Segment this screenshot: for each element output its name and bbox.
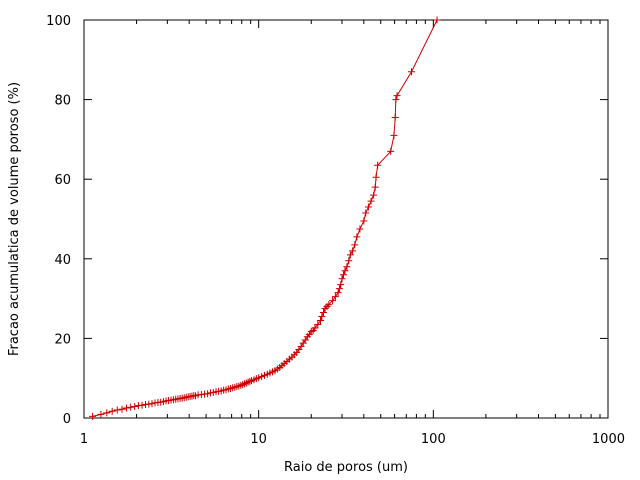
data-point xyxy=(340,271,348,279)
data-point xyxy=(138,401,146,409)
y-tick-label: 40 xyxy=(54,253,71,268)
series-line xyxy=(92,19,438,417)
data-point xyxy=(242,379,250,387)
data-point xyxy=(345,257,353,265)
data-point xyxy=(148,400,156,408)
data-point xyxy=(393,92,401,100)
data-point xyxy=(408,68,416,76)
data-point xyxy=(364,203,372,211)
data-point xyxy=(370,191,378,199)
data-point xyxy=(258,373,266,381)
data-point xyxy=(255,374,263,382)
axis-ticks xyxy=(83,19,609,419)
data-point xyxy=(244,378,252,386)
data-point xyxy=(334,289,342,297)
y-tick-label: 60 xyxy=(54,173,71,188)
data-point xyxy=(331,293,339,301)
data-point xyxy=(204,390,212,398)
y-tick-label: 100 xyxy=(46,14,71,29)
data-point xyxy=(433,16,441,24)
data-point xyxy=(367,197,375,205)
data-point xyxy=(335,285,343,293)
data-point xyxy=(391,114,399,122)
data-point xyxy=(97,410,105,418)
plot-frame xyxy=(83,19,609,419)
data-point xyxy=(314,320,322,328)
data-point xyxy=(353,233,361,241)
data-point xyxy=(311,324,319,332)
data-point xyxy=(343,263,351,271)
y-tick-label: 80 xyxy=(54,94,71,109)
data-point xyxy=(122,404,130,412)
data-point xyxy=(241,380,249,388)
data-point xyxy=(317,316,325,324)
data-point xyxy=(103,409,111,417)
data-point xyxy=(118,405,126,413)
data-point xyxy=(113,406,121,414)
x-tick-label: 1 xyxy=(80,432,88,447)
x-tick-label: 1000 xyxy=(592,432,625,447)
data-point xyxy=(341,267,349,275)
data-point xyxy=(387,147,395,155)
data-point xyxy=(319,309,327,317)
data-point xyxy=(390,131,398,139)
x-tick-label: 100 xyxy=(421,432,446,447)
data-point xyxy=(325,301,333,309)
x-axis-label: Raio de poros (um) xyxy=(284,460,408,475)
data-point xyxy=(338,275,346,283)
y-tick-label: 0 xyxy=(63,412,71,427)
tick-labels: 0 20 40 60 80 100 1 10 100 1000 xyxy=(46,14,625,447)
x-tick-label: 10 xyxy=(250,432,267,447)
data-point xyxy=(318,313,326,321)
data-point xyxy=(371,183,379,191)
data-point xyxy=(349,247,357,255)
data-point xyxy=(372,173,380,181)
data-point xyxy=(346,251,354,259)
data-point xyxy=(351,241,359,249)
data-point xyxy=(356,225,364,233)
y-tick-label: 20 xyxy=(54,332,71,347)
data-point xyxy=(89,412,97,420)
data-point xyxy=(392,96,400,104)
data-point xyxy=(108,407,116,415)
data-point xyxy=(362,209,370,217)
data-point xyxy=(360,217,368,225)
data-point xyxy=(329,297,337,305)
data-point xyxy=(131,402,139,410)
y-axis-label: Fracao acumulatica de volume poroso (%) xyxy=(7,82,22,356)
series-group xyxy=(89,16,441,420)
data-point xyxy=(374,161,382,169)
data-point xyxy=(246,377,254,385)
data-point xyxy=(337,281,345,289)
data-point xyxy=(127,403,135,411)
